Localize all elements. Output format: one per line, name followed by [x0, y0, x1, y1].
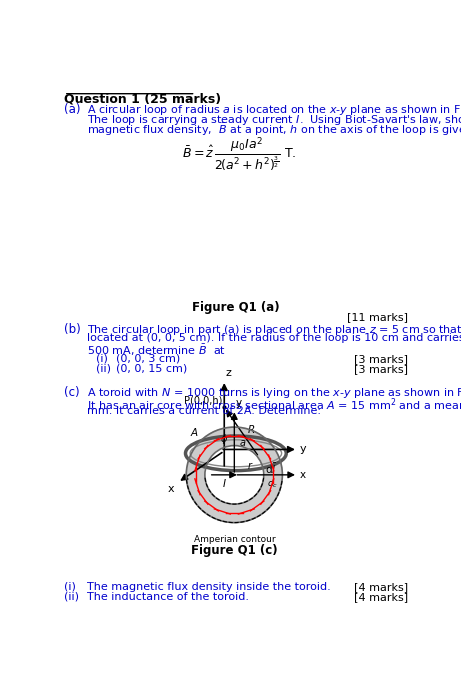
Text: [3 marks]: [3 marks]	[354, 354, 408, 364]
Text: z: z	[226, 368, 232, 378]
Text: (ii): (ii)	[96, 364, 112, 374]
Text: $\phi$: $\phi$	[220, 433, 228, 446]
Text: (ii): (ii)	[64, 592, 79, 602]
Text: magnetic flux density,  $\bar{B}$ at a point, $h$ on the axis of the loop is giv: magnetic flux density, $\bar{B}$ at a po…	[87, 122, 461, 138]
Circle shape	[205, 446, 264, 504]
Text: Question 1 (25 marks): Question 1 (25 marks)	[64, 92, 221, 105]
Text: a: a	[240, 438, 246, 448]
Text: (i): (i)	[64, 582, 76, 592]
Circle shape	[186, 427, 283, 522]
Text: Amperian contour: Amperian contour	[194, 535, 275, 544]
Text: (c): (c)	[64, 386, 79, 399]
Text: y: y	[236, 398, 242, 408]
Text: (i): (i)	[96, 354, 108, 364]
Text: d$\bar{l}$: d$\bar{l}$	[266, 462, 278, 475]
Text: Figure Q1 (c): Figure Q1 (c)	[191, 544, 278, 557]
Text: I: I	[223, 479, 226, 489]
Text: located at (0, 0, 5 cm). If the radius of the loop is 10 cm and carries a curren: located at (0, 0, 5 cm). If the radius o…	[87, 333, 461, 343]
Text: x: x	[300, 470, 306, 480]
Text: The loop is carrying a steady current $I$.  Using Biot-Savart's law, show that t: The loop is carrying a steady current $I…	[87, 113, 461, 127]
Text: A toroid with $N$ = 1000 turns is lying on the $x$-$y$ plane as shown in Figure : A toroid with $N$ = 1000 turns is lying …	[87, 386, 461, 400]
Text: A: A	[190, 428, 198, 438]
Text: [4 marks]: [4 marks]	[354, 582, 408, 592]
Text: R: R	[248, 425, 255, 435]
Text: r: r	[248, 461, 252, 471]
Text: (0, 0, 3 cm): (0, 0, 3 cm)	[116, 354, 180, 364]
Text: [4 marks]: [4 marks]	[354, 592, 408, 602]
Text: The inductance of the toroid.: The inductance of the toroid.	[87, 592, 249, 602]
Text: mm. It carries a current of 2A. Determine:: mm. It carries a current of 2A. Determin…	[87, 406, 321, 415]
Text: [11 marks]: [11 marks]	[347, 312, 408, 323]
Text: 500 mA, determine $\bar{B}$  at: 500 mA, determine $\bar{B}$ at	[87, 343, 226, 358]
Text: A circular loop of radius $a$ is located on the $x$-$y$ plane as shown in Figure: A circular loop of radius $a$ is located…	[87, 103, 461, 117]
Text: [3 marks]: [3 marks]	[354, 364, 408, 374]
Text: $\bar{B} = \hat{z}\,\dfrac{\mu_0 I a^2}{2\!\left(a^2+h^2\right)^{\!\frac{3}{2}}}: $\bar{B} = \hat{z}\,\dfrac{\mu_0 I a^2}{…	[182, 135, 296, 173]
Text: The circular loop in part (a) is placed on the plane $z$ = 5 cm so that its cent: The circular loop in part (a) is placed …	[87, 323, 461, 337]
Text: (0, 0, 15 cm): (0, 0, 15 cm)	[116, 364, 187, 374]
Text: The magnetic flux density inside the toroid.: The magnetic flux density inside the tor…	[87, 582, 331, 592]
Text: P(0,0,h): P(0,0,h)	[183, 395, 222, 406]
Text: x: x	[167, 484, 174, 494]
Text: $d_c$: $d_c$	[267, 478, 278, 491]
Text: y: y	[300, 444, 306, 455]
Text: Figure Q1 (a): Figure Q1 (a)	[192, 301, 280, 314]
Text: It has an air core with cross sectional area $A$ = 15 mm$^2$ and a mean radius $: It has an air core with cross sectional …	[87, 397, 461, 413]
Text: (b): (b)	[64, 323, 81, 336]
Text: (a): (a)	[64, 103, 80, 116]
